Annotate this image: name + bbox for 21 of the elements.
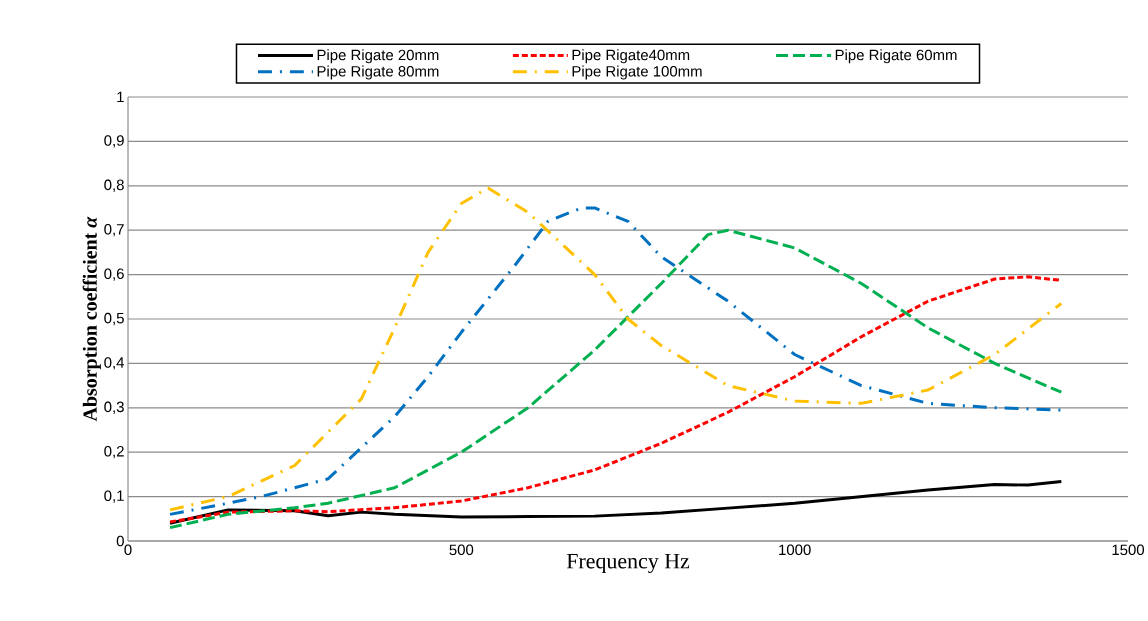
y-tick-label: 0,3 — [104, 401, 124, 414]
legend-label: Pipe Rigate40mm — [572, 49, 690, 64]
y-tick-label: 0,6 — [104, 268, 124, 281]
y-tick-label: 0,8 — [104, 179, 124, 192]
x-tick-label: 1000 — [779, 544, 811, 556]
y-tick-label: 0,5 — [104, 312, 124, 326]
y-axis-title: Absorption coefficient α — [82, 216, 101, 422]
legend-label: Pipe Rigate 100mm — [572, 65, 702, 80]
y-tick-label: 0,4 — [104, 357, 125, 370]
y-tick-label: 0,1 — [104, 490, 124, 503]
legend-label: Pipe Rigate 60mm — [835, 49, 957, 64]
legend-label: Pipe Rigate 20mm — [317, 49, 439, 64]
x-axis-title: Frequency Hz — [566, 553, 690, 574]
y-tick-label: 0 — [116, 535, 124, 547]
y-tick-label: 0,7 — [104, 224, 124, 237]
y-tick-label: 1 — [117, 91, 124, 103]
x-tick-label: 1500 — [1112, 544, 1145, 556]
legend-label: Pipe Rigate 80mm — [317, 65, 439, 80]
x-tick-label: 500 — [449, 544, 474, 556]
y-tick-label: 0,2 — [104, 446, 124, 459]
y-tick-label: 0,9 — [104, 135, 124, 148]
